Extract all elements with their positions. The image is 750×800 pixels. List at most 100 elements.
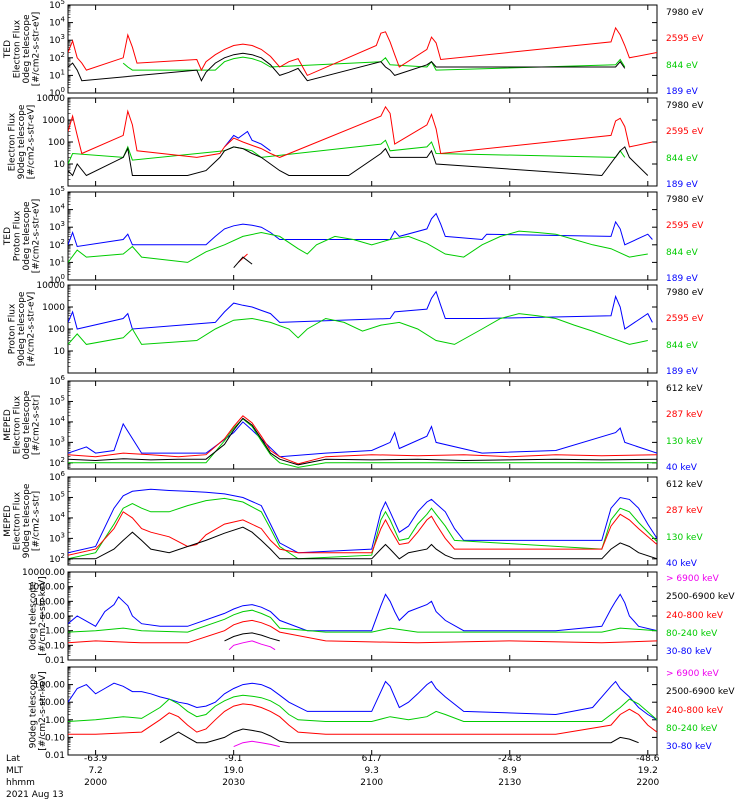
- y-axis-label-text: [#/cm2-s-str-keV]: [38, 576, 48, 655]
- y-axis-label-text: 0deg telescope: [22, 201, 32, 271]
- panel-2: 10 100 1000 10000 Electron Flux 90deg telesco…: [8, 94, 705, 190]
- y-axis-label-line: 0deg telescope: [22, 390, 32, 460]
- series-line: [68, 290, 653, 330]
- y-axis-label-line: 90deg telescope: [17, 291, 27, 366]
- series-line: [68, 497, 657, 560]
- series-line: [68, 105, 653, 158]
- legend-entry: 40 keV: [666, 463, 698, 473]
- panel-frame: [67, 571, 658, 661]
- y-axis-label-text: [#/cm2-s-str]: [31, 491, 41, 551]
- y-axis-label-line: [#/cm2-s-str-eV]: [27, 292, 37, 367]
- y-axis-label-line: Proton Flux: [12, 210, 22, 261]
- y-axis-label-text: MEPED: [3, 409, 13, 441]
- y-axis-label-line: TED: [3, 40, 13, 59]
- series-line: [68, 418, 657, 468]
- y-tick-label: 103: [49, 220, 65, 233]
- y-axis-label-text: Electron Flux: [12, 491, 22, 550]
- x-row-label: hhmm: [6, 778, 35, 788]
- y-axis-label-text: [#/cm2-s-str-keV]: [38, 671, 48, 750]
- y-tick-label: 105: [49, 490, 65, 503]
- legend-entry: 80-240 keV: [666, 629, 718, 639]
- series-line: [68, 415, 657, 465]
- legend-entry: > 6900 keV: [666, 574, 720, 584]
- legend-entry: 2500-6900 keV: [666, 687, 735, 697]
- x-tick-label: -9.1: [225, 754, 243, 764]
- panel-frame: [67, 191, 658, 281]
- y-tick-label: 104: [49, 203, 65, 216]
- y-tick-label: 10.00: [39, 612, 65, 622]
- legend-entry: 130 keV: [666, 533, 703, 543]
- x-tick-label: -63.9: [84, 754, 108, 764]
- y-tick-label: 1000: [42, 303, 65, 313]
- legend-entry: 189 eV: [666, 180, 699, 190]
- panel-frame: [67, 4, 658, 94]
- y-axis-label-line: [#/cm2-s-str]: [31, 491, 41, 551]
- y-axis-label-text: [#/cm2-s-str]: [31, 395, 41, 455]
- y-axis-label-line: Electron Flux: [8, 112, 18, 171]
- x-tick-label: 7.2: [88, 766, 102, 776]
- series-line: [224, 130, 271, 152]
- series-line: [68, 680, 657, 721]
- x-tick-label: 19.0: [224, 766, 244, 776]
- x-axis-annotation: Lat -63.9 -9.1 61.7 -24.8 -48.6 MLT 7.2 19.0 9.3 8…: [6, 754, 660, 800]
- x-tick-label: -48.6: [636, 754, 660, 764]
- series-line: [68, 694, 657, 722]
- legend-entry: 130 keV: [666, 437, 703, 447]
- y-tick-label: 10.00: [39, 698, 65, 708]
- legend-entry: 7980 eV: [666, 101, 704, 111]
- series-line: [68, 417, 657, 466]
- y-axis-label-text: 90deg telescope: [17, 104, 27, 179]
- y-axis-label-text: 0deg telescope: [22, 390, 32, 460]
- y-tick-label: 0.01: [45, 751, 65, 761]
- y-axis-label-text: 0deg telescope: [28, 581, 38, 651]
- series-line: [68, 488, 657, 554]
- y-axis-label-text: Proton Flux: [8, 303, 18, 354]
- series-line: [68, 511, 657, 556]
- x-tick-label: -24.8: [498, 754, 522, 764]
- legend-entry: > 6900 keV: [666, 669, 720, 679]
- legend-entry: 2595 eV: [666, 221, 704, 231]
- y-tick-label: 0.10: [45, 733, 65, 743]
- y-tick-label: 103: [49, 33, 65, 46]
- series-line: [68, 26, 657, 77]
- y-axis-label-line: [#/cm2-s-str-eV]: [27, 105, 37, 180]
- legend-entry: 287 keV: [666, 410, 703, 420]
- series-line: [233, 740, 280, 748]
- y-axis-label-text: TED: [3, 227, 13, 246]
- series-group: [68, 680, 657, 748]
- legend-entry: 2595 eV: [666, 314, 704, 324]
- legend-entry: 30-80 keV: [666, 742, 712, 752]
- y-axis-label-line: TED: [3, 227, 13, 246]
- panel-frame: [67, 476, 658, 566]
- y-tick-label: 103: [49, 531, 65, 544]
- y-tick-label: 1.00: [45, 716, 65, 726]
- y-axis-label-text: [#/cm2-s-str-eV]: [31, 12, 41, 87]
- series-line: [68, 313, 648, 345]
- series-group: [68, 415, 657, 468]
- y-axis-label-line: [#/cm2-s-str-keV]: [38, 671, 48, 750]
- y-tick-label: 10000.00: [22, 568, 65, 578]
- y-tick-label: 0.10: [45, 641, 65, 651]
- y-axis-label-text: 90deg telescope: [17, 291, 27, 366]
- legend-entry: 80-240 keV: [666, 724, 718, 734]
- panel-4: 10 100 1000 10000 Proton Flux 90deg telescope…: [8, 281, 705, 377]
- series-line: [68, 421, 657, 458]
- legend-entry: 844 eV: [666, 61, 699, 71]
- y-tick-label: 100: [48, 325, 65, 335]
- x-tick-label: 8.9: [503, 766, 518, 776]
- y-tick-label: 103: [49, 435, 65, 448]
- y-axis-label-line: 0deg telescope: [22, 14, 32, 84]
- legend-entry: 2500-6900 keV: [666, 592, 735, 602]
- series-line: [68, 609, 657, 633]
- y-axis-label-line: 0deg telescope: [28, 581, 38, 651]
- y-axis-label-line: 0deg telescope: [22, 201, 32, 271]
- series-group: [68, 488, 657, 560]
- x-row-label: Lat: [6, 754, 21, 764]
- panel-frame: [67, 666, 658, 756]
- y-axis-label-line: [#/cm2-s-str-eV]: [31, 199, 41, 274]
- y-tick-label: 105: [49, 394, 65, 407]
